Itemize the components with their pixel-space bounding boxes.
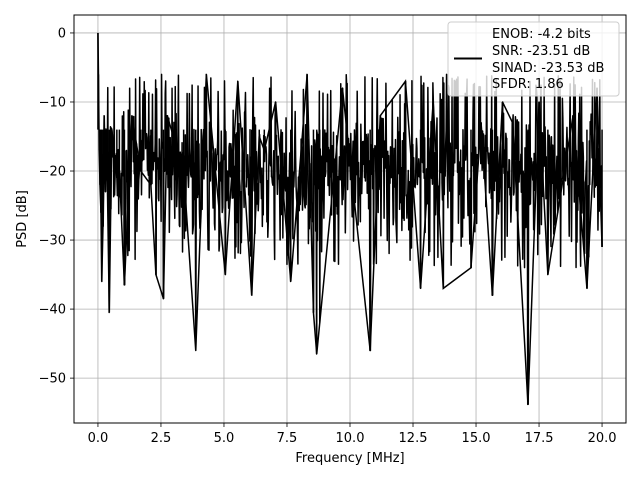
legend-entry-enob: ENOB: -4.2 bits — [492, 27, 591, 42]
legend-entry-sinad: SINAD: -23.53 dB — [492, 61, 604, 76]
x-tick-label: 2.5 — [151, 431, 172, 446]
y-axis-label: PSD [dB] — [15, 190, 30, 248]
legend-box — [447, 21, 620, 97]
series-layer — [97, 32, 603, 406]
y-tick-label: −30 — [39, 234, 66, 249]
y-tick-label: −50 — [39, 372, 66, 387]
x-axis-label: Frequency [MHz] — [295, 451, 404, 466]
y-axis-ticks: 0 −10 −20 −30 −40 −50 — [39, 26, 74, 387]
y-tick-label: 0 — [58, 26, 66, 41]
legend: ENOB: -4.2 bits SNR: -23.51 dB SINAD: -2… — [447, 21, 620, 97]
x-tick-label: 20.0 — [588, 431, 617, 446]
x-tick-label: 12.5 — [399, 431, 428, 446]
x-tick-label: 5.0 — [214, 431, 235, 446]
y-tick-label: −10 — [39, 95, 66, 110]
legend-entry-snr: SNR: -23.51 dB — [492, 44, 590, 59]
y-tick-label: −40 — [39, 303, 66, 318]
y-tick-label: −20 — [39, 165, 66, 180]
x-axis-ticks: 0.0 2.5 5.0 7.5 10.0 12.5 15.0 17.5 20.0 — [88, 423, 617, 446]
x-tick-label: 17.5 — [525, 431, 554, 446]
x-tick-label: 0.0 — [88, 431, 109, 446]
x-tick-label: 10.0 — [336, 431, 365, 446]
x-tick-label: 15.0 — [462, 431, 491, 446]
x-tick-label: 7.5 — [277, 431, 298, 446]
legend-entry-sfdr: SFDR: 1.86 — [492, 77, 564, 92]
psd-trace — [97, 32, 603, 405]
